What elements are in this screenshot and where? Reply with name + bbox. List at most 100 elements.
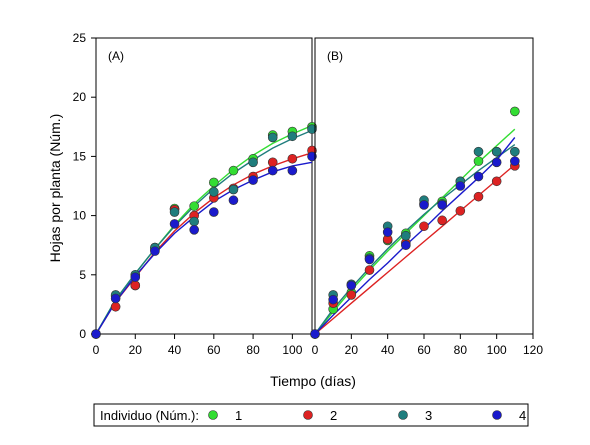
- fit-line-series-4: [95, 161, 313, 335]
- panel-b: 0 20 40 60 80 100 120 (B): [310, 37, 543, 357]
- x-tick-label: 40: [381, 343, 395, 357]
- x-tick-label: 0: [312, 343, 319, 357]
- x-tick-label: 60: [207, 343, 221, 357]
- point-series-4: [510, 156, 520, 166]
- legend-entry-2: 2: [303, 408, 337, 423]
- point-series-2: [437, 215, 447, 226]
- point-series-4: [455, 181, 466, 191]
- x-tick-label: 80: [454, 343, 468, 357]
- point-series-3: [267, 132, 278, 143]
- point-series-3: [209, 187, 219, 197]
- point-series-1: [228, 165, 239, 176]
- panel-a: 0 20 40 60 80 100 0 5 10 15 20 25 (A): [73, 31, 317, 357]
- point-series-2: [364, 265, 375, 275]
- point-series-4: [382, 227, 393, 237]
- legend-marker: [398, 410, 408, 420]
- y-tick-label: 25: [73, 31, 87, 45]
- point-series-4: [473, 171, 484, 182]
- legend-frame: [93, 403, 529, 427]
- legend-entry-4: 4: [492, 408, 526, 423]
- panel-label: (A): [108, 49, 124, 63]
- fit-line-series-4: [314, 137, 516, 335]
- point-series-3: [287, 131, 298, 142]
- point-series-4: [130, 272, 141, 282]
- legend-marker: [208, 410, 218, 420]
- point-series-4: [310, 329, 320, 339]
- x-tick-label: 20: [129, 343, 143, 357]
- fit-line-series-2: [95, 152, 313, 335]
- point-series-4: [307, 151, 317, 162]
- point-series-4: [491, 157, 502, 168]
- point-series-1: [473, 156, 484, 166]
- point-series-4: [110, 293, 121, 304]
- y-tick-label: 15: [73, 149, 87, 163]
- point-series-3: [189, 216, 199, 227]
- point-series-2: [419, 221, 429, 232]
- y-tick-label: 10: [73, 209, 87, 223]
- point-series-3: [491, 146, 502, 157]
- point-series-4: [437, 200, 447, 210]
- point-series-3: [473, 146, 484, 157]
- y-tick-label: 5: [79, 268, 86, 282]
- x-tick-label: 20: [345, 343, 359, 357]
- point-series-4: [346, 280, 357, 291]
- legend-entry-3: 3: [398, 408, 432, 423]
- point-series-4: [248, 175, 258, 185]
- point-series-4: [228, 195, 239, 206]
- legend-entry-1: 1: [208, 408, 242, 423]
- point-series-3: [169, 207, 180, 217]
- fit-line-series-1: [95, 124, 313, 335]
- y-axis-label: Hojas por planta (Núm.): [47, 114, 63, 263]
- point-series-4: [419, 200, 429, 210]
- point-series-4: [150, 246, 160, 256]
- point-series-3: [307, 124, 317, 134]
- legend-marker: [303, 410, 313, 420]
- y-tick-label: 20: [73, 90, 87, 104]
- point-series-2: [455, 206, 466, 216]
- legend-title: Individuo (Núm.):: [100, 408, 199, 423]
- x-tick-label: 40: [168, 343, 182, 357]
- point-series-4: [169, 219, 180, 229]
- point-series-3: [401, 230, 411, 241]
- point-series-3: [228, 184, 239, 195]
- point-series-4: [209, 207, 219, 217]
- fit-line-series-3: [95, 129, 313, 335]
- point-series-4: [189, 225, 199, 235]
- x-tick-label: 80: [246, 343, 260, 357]
- x-axis-label: Tiempo (días): [270, 373, 356, 389]
- point-series-4: [364, 254, 375, 265]
- legend-label: 2: [330, 408, 337, 423]
- x-tick-label: 100: [487, 343, 507, 357]
- point-series-2: [346, 290, 357, 300]
- legend-marker: [492, 410, 502, 420]
- point-series-1: [209, 177, 219, 188]
- point-series-3: [248, 157, 258, 168]
- point-series-2: [491, 176, 502, 187]
- point-series-2: [287, 153, 298, 164]
- legend-label: 1: [235, 408, 242, 423]
- point-series-4: [91, 329, 101, 339]
- point-series-1: [189, 201, 199, 211]
- point-series-2: [473, 191, 484, 202]
- legend-label: 4: [519, 408, 526, 423]
- point-series-2: [267, 157, 278, 168]
- fit-line-series-3: [314, 144, 516, 335]
- legend: Individuo (Núm.): 1 2 3 4: [93, 403, 529, 427]
- panel-frame: [95, 37, 313, 335]
- point-series-4: [287, 165, 298, 176]
- panels-layer: 0 20 40 60 80 100 0 5 10 15 20 25 (A) 0 20 40 60 80 100 120…: [73, 31, 544, 357]
- legend-label: 3: [425, 408, 432, 423]
- point-series-2: [110, 301, 121, 312]
- fit-line-series-2: [314, 164, 516, 335]
- point-series-4: [267, 165, 278, 176]
- point-series-2: [130, 280, 141, 291]
- panel-label: (B): [327, 49, 343, 63]
- point-series-3: [510, 146, 520, 157]
- point-series-4: [401, 240, 411, 250]
- x-tick-label: 100: [282, 343, 302, 357]
- point-series-1: [510, 106, 520, 117]
- x-tick-label: 60: [417, 343, 431, 357]
- y-tick-label: 0: [79, 327, 86, 341]
